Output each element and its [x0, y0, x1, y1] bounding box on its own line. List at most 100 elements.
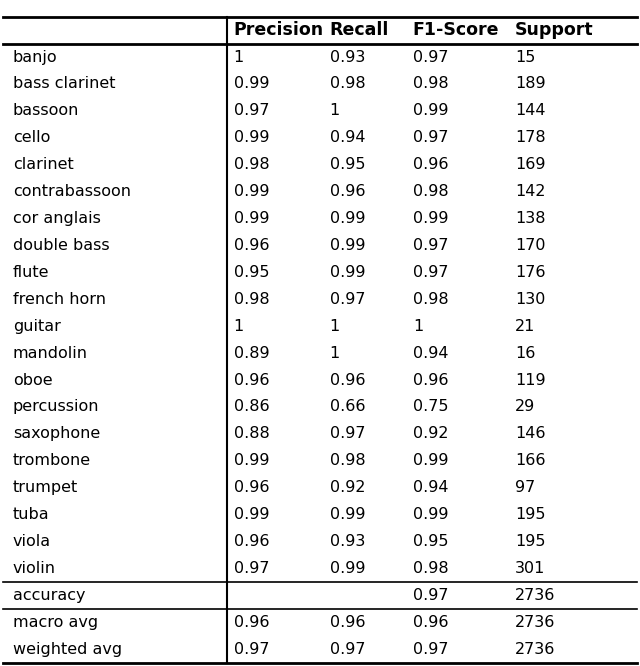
Text: 2736: 2736 — [515, 615, 556, 630]
Text: 0.99: 0.99 — [330, 265, 365, 280]
Text: 170: 170 — [515, 238, 546, 253]
Text: 0.96: 0.96 — [330, 372, 365, 388]
Text: 2736: 2736 — [515, 642, 556, 657]
Text: 0.97: 0.97 — [234, 642, 269, 657]
Text: 0.97: 0.97 — [413, 642, 448, 657]
Text: 0.96: 0.96 — [234, 534, 269, 549]
Text: Precision: Precision — [234, 21, 324, 39]
Text: flute: flute — [13, 265, 49, 280]
Text: trombone: trombone — [13, 454, 91, 468]
Text: 0.99: 0.99 — [330, 211, 365, 226]
Text: bass clarinet: bass clarinet — [13, 77, 115, 91]
Text: percussion: percussion — [13, 400, 99, 414]
Text: 169: 169 — [515, 157, 546, 172]
Text: 0.97: 0.97 — [330, 292, 365, 307]
Text: 301: 301 — [515, 561, 545, 576]
Text: 0.99: 0.99 — [234, 507, 269, 522]
Text: 0.99: 0.99 — [413, 103, 448, 119]
Text: 29: 29 — [515, 400, 536, 414]
Text: 142: 142 — [515, 184, 546, 199]
Text: 189: 189 — [515, 77, 546, 91]
Text: 0.95: 0.95 — [413, 534, 448, 549]
Text: cor anglais: cor anglais — [13, 211, 100, 226]
Text: 0.98: 0.98 — [413, 77, 449, 91]
Text: 0.97: 0.97 — [330, 426, 365, 442]
Text: 178: 178 — [515, 131, 546, 145]
Text: 138: 138 — [515, 211, 546, 226]
Text: trumpet: trumpet — [13, 480, 78, 496]
Text: saxophone: saxophone — [13, 426, 100, 442]
Text: 0.98: 0.98 — [330, 454, 365, 468]
Text: 0.94: 0.94 — [413, 480, 448, 496]
Text: 0.97: 0.97 — [234, 103, 269, 119]
Text: 0.96: 0.96 — [330, 184, 365, 199]
Text: 0.92: 0.92 — [330, 480, 365, 496]
Text: 0.93: 0.93 — [330, 49, 365, 65]
Text: 0.97: 0.97 — [330, 642, 365, 657]
Text: 1: 1 — [330, 103, 340, 119]
Text: 2736: 2736 — [515, 588, 556, 603]
Text: 166: 166 — [515, 454, 546, 468]
Text: 0.89: 0.89 — [234, 346, 269, 360]
Text: 21: 21 — [515, 319, 536, 334]
Text: 0.99: 0.99 — [330, 561, 365, 576]
Text: 0.97: 0.97 — [413, 588, 448, 603]
Text: accuracy: accuracy — [13, 588, 85, 603]
Text: 119: 119 — [515, 372, 546, 388]
Text: tuba: tuba — [13, 507, 49, 522]
Text: 0.97: 0.97 — [413, 131, 448, 145]
Text: 0.96: 0.96 — [413, 372, 448, 388]
Text: 0.97: 0.97 — [413, 265, 448, 280]
Text: 0.97: 0.97 — [413, 49, 448, 65]
Text: 146: 146 — [515, 426, 546, 442]
Text: guitar: guitar — [13, 319, 61, 334]
Text: 0.86: 0.86 — [234, 400, 269, 414]
Text: 0.75: 0.75 — [413, 400, 448, 414]
Text: 0.96: 0.96 — [234, 615, 269, 630]
Text: clarinet: clarinet — [13, 157, 74, 172]
Text: viola: viola — [13, 534, 51, 549]
Text: 0.96: 0.96 — [234, 238, 269, 253]
Text: 1: 1 — [234, 319, 244, 334]
Text: 0.96: 0.96 — [234, 480, 269, 496]
Text: 0.99: 0.99 — [234, 184, 269, 199]
Text: 0.98: 0.98 — [413, 292, 449, 307]
Text: 0.92: 0.92 — [413, 426, 448, 442]
Text: 1: 1 — [413, 319, 423, 334]
Text: 0.96: 0.96 — [413, 615, 448, 630]
Text: double bass: double bass — [13, 238, 109, 253]
Text: 0.99: 0.99 — [234, 454, 269, 468]
Text: contrabassoon: contrabassoon — [13, 184, 131, 199]
Text: mandolin: mandolin — [13, 346, 88, 360]
Text: violin: violin — [13, 561, 56, 576]
Text: 0.95: 0.95 — [234, 265, 269, 280]
Text: 0.99: 0.99 — [413, 507, 448, 522]
Text: 1: 1 — [234, 49, 244, 65]
Text: 0.94: 0.94 — [330, 131, 365, 145]
Text: 0.98: 0.98 — [234, 292, 269, 307]
Text: 0.96: 0.96 — [330, 615, 365, 630]
Text: Support: Support — [515, 21, 594, 39]
Text: 195: 195 — [515, 507, 546, 522]
Text: 0.99: 0.99 — [330, 507, 365, 522]
Text: 1: 1 — [330, 346, 340, 360]
Text: 97: 97 — [515, 480, 536, 496]
Text: F1-Score: F1-Score — [413, 21, 499, 39]
Text: 0.98: 0.98 — [330, 77, 365, 91]
Text: oboe: oboe — [13, 372, 52, 388]
Text: 0.95: 0.95 — [330, 157, 365, 172]
Text: 0.98: 0.98 — [234, 157, 269, 172]
Text: 0.98: 0.98 — [413, 184, 449, 199]
Text: 0.94: 0.94 — [413, 346, 448, 360]
Text: 0.99: 0.99 — [234, 77, 269, 91]
Text: bassoon: bassoon — [13, 103, 79, 119]
Text: 0.98: 0.98 — [413, 561, 449, 576]
Text: banjo: banjo — [13, 49, 58, 65]
Text: 0.97: 0.97 — [413, 238, 448, 253]
Text: 0.93: 0.93 — [330, 534, 365, 549]
Text: 0.96: 0.96 — [413, 157, 448, 172]
Text: 15: 15 — [515, 49, 536, 65]
Text: 0.99: 0.99 — [234, 211, 269, 226]
Text: 16: 16 — [515, 346, 536, 360]
Text: weighted avg: weighted avg — [13, 642, 122, 657]
